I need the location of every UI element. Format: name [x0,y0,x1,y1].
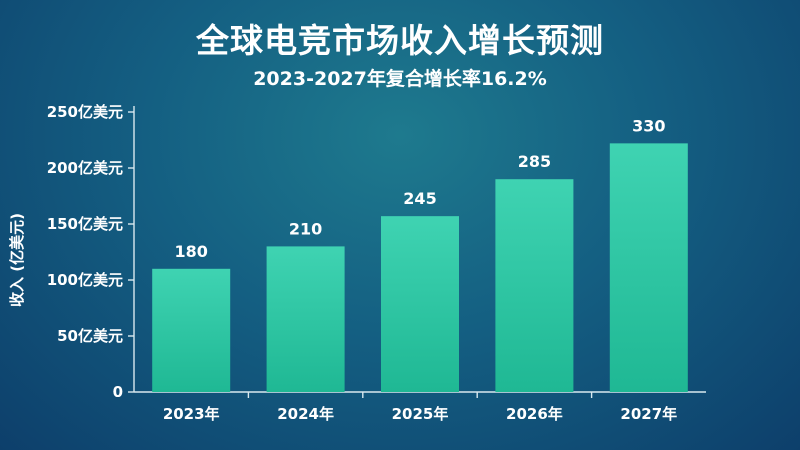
chart-title: 全球电竞市场收入增长预测 [196,21,604,60]
bars: 180 210 245 285 330 [152,116,688,392]
y-tick-label: 200亿美元 [47,159,123,177]
x-tick-label: 2023年 [163,405,220,423]
x-tick-label: 2025年 [392,405,449,423]
x-tick-label: 2024年 [277,405,334,423]
bar-value-label: 245 [403,189,436,208]
y-tick-label: 250亿美元 [47,103,123,121]
y-tick-label: 150亿美元 [47,215,123,233]
bar [152,268,231,392]
bar [495,179,574,392]
y-tick-label: 0 [113,383,123,401]
bar-value-label: 180 [174,242,207,261]
bar [609,143,688,392]
x-axis: 2023年 2024年 2025年 2026年 2027年 [134,391,706,423]
y-axis-label: 收入 (亿美元) [8,213,26,307]
x-tick-label: 2027年 [620,405,677,423]
bar-value-label: 210 [289,219,322,238]
y-tick-label: 50亿美元 [57,327,123,345]
chart-subtitle: 2023-2027年复合增长率16.2% [253,68,547,90]
bar [381,216,459,392]
y-axis: 0 50亿美元 100亿美元 150亿美元 200亿美元 250亿美元 [47,103,135,401]
y-tick-label: 100亿美元 [47,271,123,289]
bar-value-label: 330 [632,116,665,135]
bar [266,246,345,392]
bar-value-label: 285 [518,152,551,171]
x-tick-label: 2026年 [506,405,563,423]
